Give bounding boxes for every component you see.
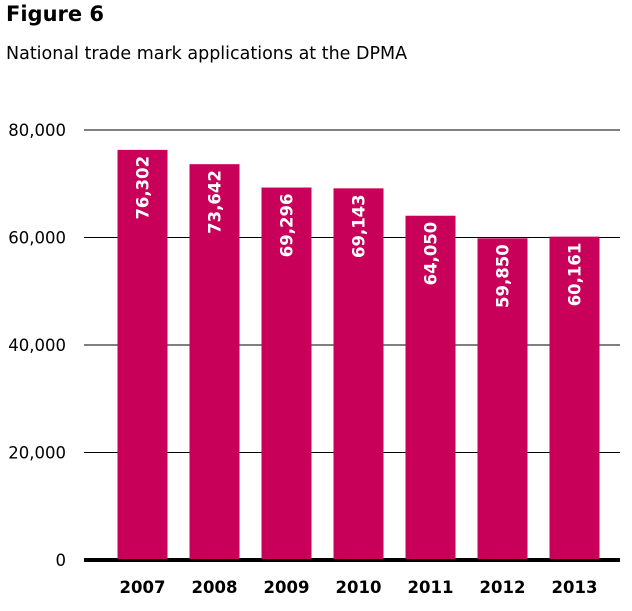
x-tick-label: 2009 (264, 578, 310, 597)
bars (117, 149, 600, 559)
y-tick-label: 40,000 (8, 336, 66, 355)
bar-value-label: 60,161 (566, 243, 585, 307)
bar-value-label: 69,296 (278, 194, 297, 258)
bar-value-label: 69,143 (350, 194, 369, 258)
y-tick-label: 0 (56, 551, 67, 570)
bar (549, 236, 600, 559)
x-tick-label: 2010 (336, 578, 382, 597)
bar-value-label: 73,642 (206, 170, 225, 234)
y-tick-labels: 0 20,000 40,000 60,000 80,000 (8, 121, 66, 570)
x-tick-label: 2013 (552, 578, 598, 597)
y-tick-label: 60,000 (8, 229, 66, 248)
bar (477, 238, 528, 559)
x-category-labels: 2007 2008 2009 2010 2011 2012 2013 (120, 578, 598, 597)
y-tick-label: 20,000 (8, 444, 66, 463)
bar-value-label: 59,850 (494, 244, 513, 308)
bar-value-labels: 76,302 73,642 69,296 69,143 64,050 59,850 60,1… (134, 156, 585, 308)
bar (189, 164, 240, 559)
x-tick-label: 2011 (408, 578, 454, 597)
figure-label: Figure 6 (6, 2, 105, 26)
y-tick-label: 80,000 (8, 121, 66, 140)
x-tick-label: 2007 (120, 578, 166, 597)
x-tick-label: 2012 (480, 578, 526, 597)
bar-value-label: 64,050 (422, 222, 441, 286)
bar (333, 188, 384, 559)
bar (405, 215, 456, 559)
bar (261, 187, 312, 559)
bar (117, 149, 168, 559)
x-tick-label: 2008 (192, 578, 238, 597)
bar-value-label: 76,302 (134, 156, 153, 220)
chart-title: National trade mark applications at the … (6, 44, 408, 64)
